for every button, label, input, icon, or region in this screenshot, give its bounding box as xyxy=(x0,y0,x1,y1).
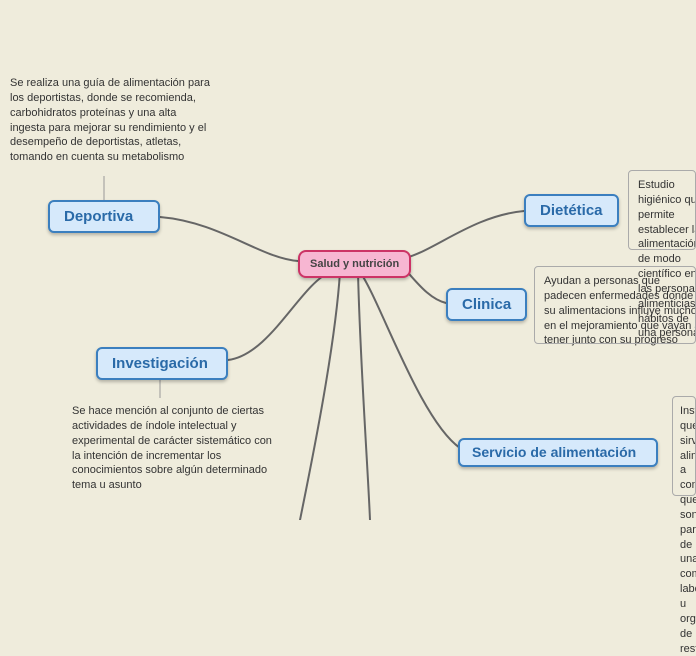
branch-label: Deportiva xyxy=(64,208,133,225)
branch-label: Servicio de alimentación xyxy=(472,444,636,460)
central-node: Salud y nutrición xyxy=(298,250,411,278)
desc-frame-dietetica xyxy=(628,170,696,250)
branch-label: Investigación xyxy=(112,355,208,372)
branch-label: Dietética xyxy=(540,202,603,219)
branch-label: Clinica xyxy=(462,296,511,313)
central-label: Salud y nutrición xyxy=(310,258,399,270)
branch-node-investigacion: Investigación xyxy=(96,347,228,380)
desc-frame-clinica xyxy=(534,266,696,344)
branch-desc-investigacion: Se hace mención al conjunto de ciertas a… xyxy=(72,404,272,493)
branch-node-dietetica: Dietética xyxy=(524,194,619,227)
branch-node-servicio: Servicio de alimentación xyxy=(458,438,658,467)
desc-frame-servicio xyxy=(672,396,696,496)
branch-desc-deportiva: Se realiza una guía de alimentación para… xyxy=(10,76,210,165)
branch-node-clinica: Clinica xyxy=(446,288,527,321)
branch-node-deportiva: Deportiva xyxy=(48,200,160,233)
